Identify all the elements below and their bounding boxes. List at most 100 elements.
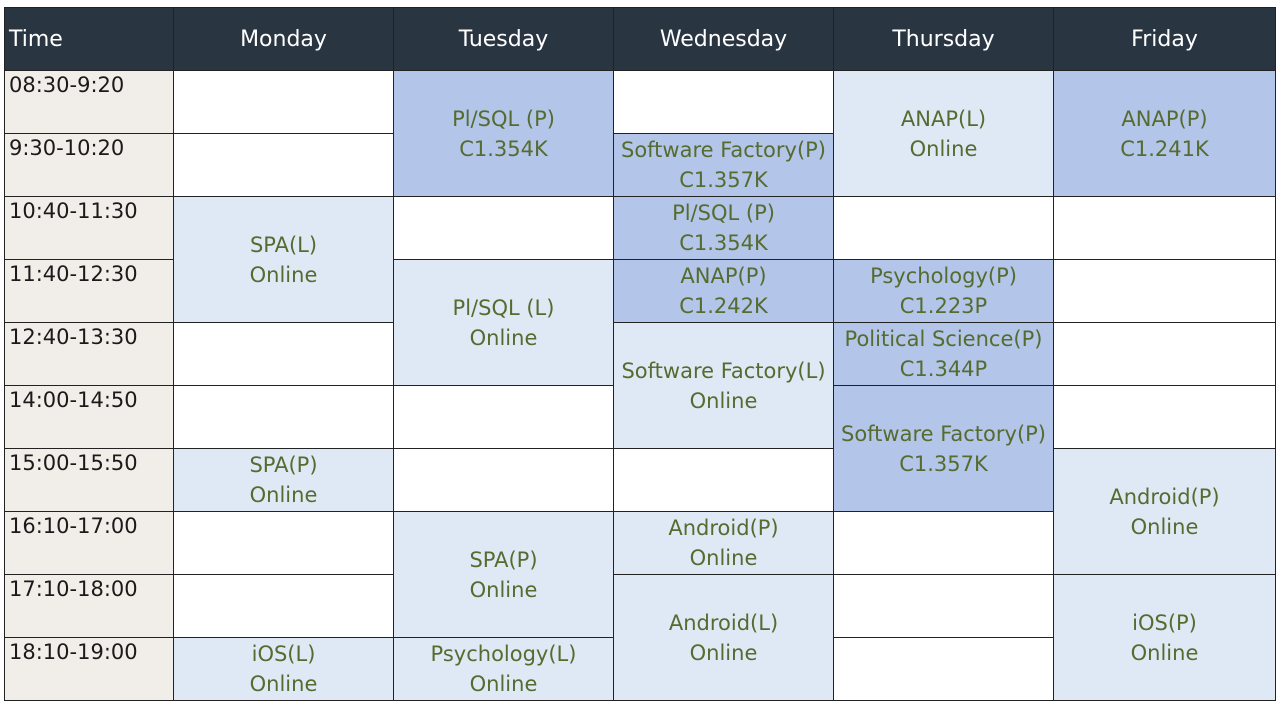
class-room: Online <box>689 640 758 665</box>
class-room: C1.344P <box>899 357 988 381</box>
class-name: ANAP(P) <box>680 264 767 288</box>
class-name: iOS(L) <box>251 642 316 666</box>
empty-cell <box>833 196 1054 260</box>
class-name: SPA(P) <box>249 453 318 477</box>
class-name: iOS(P) <box>1132 610 1197 635</box>
class-name: Android(P) <box>1109 484 1220 509</box>
timetable: Time Monday Tuesday Wednesday Thursday F… <box>4 7 1276 701</box>
empty-cell <box>1053 385 1276 449</box>
class-name: Android(L) <box>668 610 779 635</box>
class-name: Software Factory(P) <box>620 138 826 162</box>
class-block: iOS(L) Online <box>173 637 394 701</box>
class-room: C1.357K <box>899 451 988 476</box>
time-row: 10:40-11:30 SPA(L) Online Pl/SQL (P) C1.… <box>4 196 1276 323</box>
class-block: Pl/SQL (P) C1.354K <box>393 70 614 197</box>
class-name: Pl/SQL (L) <box>452 295 555 320</box>
class-block: Psychology(P) C1.223P <box>833 259 1054 323</box>
empty-cell <box>1053 196 1276 260</box>
empty-cell <box>1053 322 1276 386</box>
class-name: ANAP(P) <box>1121 106 1208 131</box>
class-room: C1.241K <box>1120 136 1209 161</box>
class-block: ANAP(P) C1.242K <box>613 259 834 323</box>
class-block: Android(L) Online <box>613 574 834 701</box>
time-slot: 14:00-14:50 <box>4 385 174 449</box>
time-row: 18:10-19:00 iOS(L) Online Psychology(L) … <box>4 637 1276 701</box>
time-slot: 17:10-18:00 <box>4 574 174 638</box>
empty-cell <box>393 196 614 260</box>
class-room: Online <box>1130 514 1199 539</box>
class-room: Online <box>689 388 758 413</box>
class-name: Android(P) <box>668 516 779 540</box>
time-slot: 11:40-12:30 <box>4 259 174 323</box>
class-block: ANAP(P) C1.241K <box>1053 70 1276 197</box>
time-slot: 12:40-13:30 <box>4 322 174 386</box>
class-room: C1.357K <box>679 168 768 192</box>
class-block: Political Science(P) C1.344P <box>833 322 1054 386</box>
time-row: 17:10-18:00 Android(L) Online iOS(P) Onl… <box>4 574 1276 701</box>
time-slot: 08:30-9:20 <box>4 70 174 134</box>
empty-cell <box>613 448 834 512</box>
day-header-friday: Friday <box>1053 7 1276 71</box>
class-block: ANAP(L) Online <box>833 70 1054 197</box>
class-room: C1.354K <box>679 231 768 255</box>
empty-cell <box>173 322 394 386</box>
empty-cell <box>173 385 394 449</box>
empty-cell <box>833 511 1054 575</box>
empty-cell <box>613 70 834 134</box>
empty-cell <box>833 637 1054 701</box>
time-row: 12:40-13:30 Software Factory(L) Online P… <box>4 322 1276 449</box>
class-block: iOS(P) Online <box>1053 574 1276 701</box>
class-name: Software Factory(L) <box>621 358 826 383</box>
class-name: Pl/SQL (P) <box>672 201 775 225</box>
class-block: SPA(L) Online <box>173 196 394 323</box>
time-slot: 18:10-19:00 <box>4 637 174 701</box>
empty-cell <box>833 574 1054 638</box>
time-header: Time <box>4 7 174 71</box>
class-block: Pl/SQL (L) Online <box>393 259 614 386</box>
class-room: Online <box>1130 640 1199 665</box>
time-row: 9:30-10:20 Software Factory(P) C1.357K <box>4 133 1276 197</box>
class-name: Pl/SQL (P) <box>452 106 555 131</box>
empty-cell <box>393 448 614 512</box>
class-block: Android(P) Online <box>613 511 834 575</box>
class-block: Software Factory(P) C1.357K <box>613 133 834 197</box>
day-header-wednesday: Wednesday <box>613 7 834 71</box>
time-slot: 15:00-15:50 <box>4 448 174 512</box>
class-name: Software Factory(P) <box>840 421 1046 446</box>
class-room: Online <box>469 672 538 696</box>
class-room: Online <box>689 546 758 570</box>
time-row: 14:00-14:50 Software Factory(P) C1.357K <box>4 385 1276 512</box>
class-room: Online <box>249 483 318 507</box>
class-room: Online <box>249 262 318 287</box>
class-room: C1.242K <box>679 294 768 318</box>
class-block: Software Factory(L) Online <box>613 322 834 449</box>
class-block: Software Factory(P) C1.357K <box>833 385 1054 512</box>
class-name: Political Science(P) <box>844 327 1043 351</box>
class-name: SPA(L) <box>249 232 318 257</box>
time-row: 08:30-9:20 Pl/SQL (P) C1.354K ANAP(L) On… <box>4 70 1276 197</box>
time-slot: 10:40-11:30 <box>4 196 174 260</box>
class-name: SPA(P) <box>469 547 538 572</box>
header-row: Time Monday Tuesday Wednesday Thursday F… <box>4 7 1276 71</box>
day-header-monday: Monday <box>173 7 394 71</box>
class-name: Psychology(P) <box>870 264 1017 288</box>
class-room: Online <box>249 672 318 696</box>
class-block: Psychology(L) Online <box>393 637 614 701</box>
class-room: Online <box>909 136 978 161</box>
class-block: SPA(P) Online <box>393 511 614 638</box>
time-slot: 16:10-17:00 <box>4 511 174 575</box>
class-block: Android(P) Online <box>1053 448 1276 575</box>
class-name: Psychology(L) <box>430 642 577 666</box>
day-header-thursday: Thursday <box>833 7 1054 71</box>
class-block: Pl/SQL (P) C1.354K <box>613 196 834 260</box>
empty-cell <box>173 511 394 575</box>
empty-cell <box>173 133 394 197</box>
day-header-tuesday: Tuesday <box>393 7 614 71</box>
time-row: 11:40-12:30 Pl/SQL (L) Online ANAP(P) C1… <box>4 259 1276 386</box>
class-block: SPA(P) Online <box>173 448 394 512</box>
class-name: ANAP(L) <box>900 106 987 131</box>
class-room: Online <box>469 577 538 602</box>
empty-cell <box>393 385 614 449</box>
empty-cell <box>1053 259 1276 323</box>
empty-cell <box>173 574 394 638</box>
